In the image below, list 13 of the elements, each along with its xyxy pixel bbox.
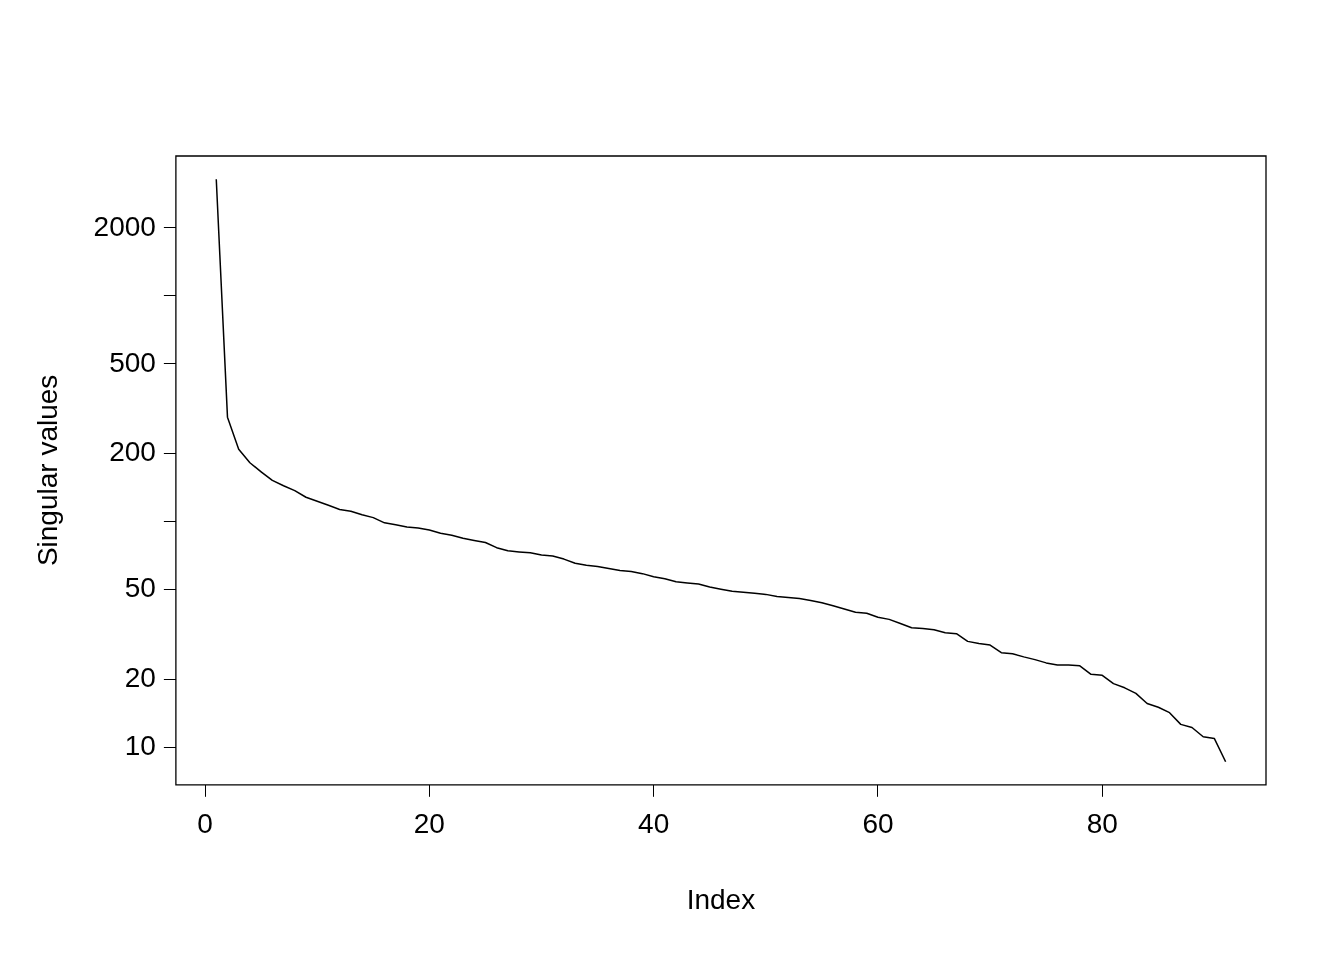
x-tick-label: 40 — [638, 808, 670, 840]
x-tick-label: 20 — [413, 808, 445, 840]
x-tick-label: 0 — [197, 808, 213, 840]
y-tick-label: 500 — [109, 346, 156, 378]
y-tick-label: 200 — [109, 436, 156, 468]
y-axis-title: Singular values — [31, 374, 63, 567]
y-tick-label: 10 — [124, 729, 156, 761]
y-tick-label: 20 — [124, 661, 156, 693]
x-tick-label: 60 — [862, 808, 894, 840]
x-tick-label: 80 — [1086, 808, 1118, 840]
x-axis-title: Index — [686, 883, 756, 915]
y-tick-label: 2000 — [93, 210, 156, 242]
y-tick-label: 50 — [124, 572, 156, 604]
